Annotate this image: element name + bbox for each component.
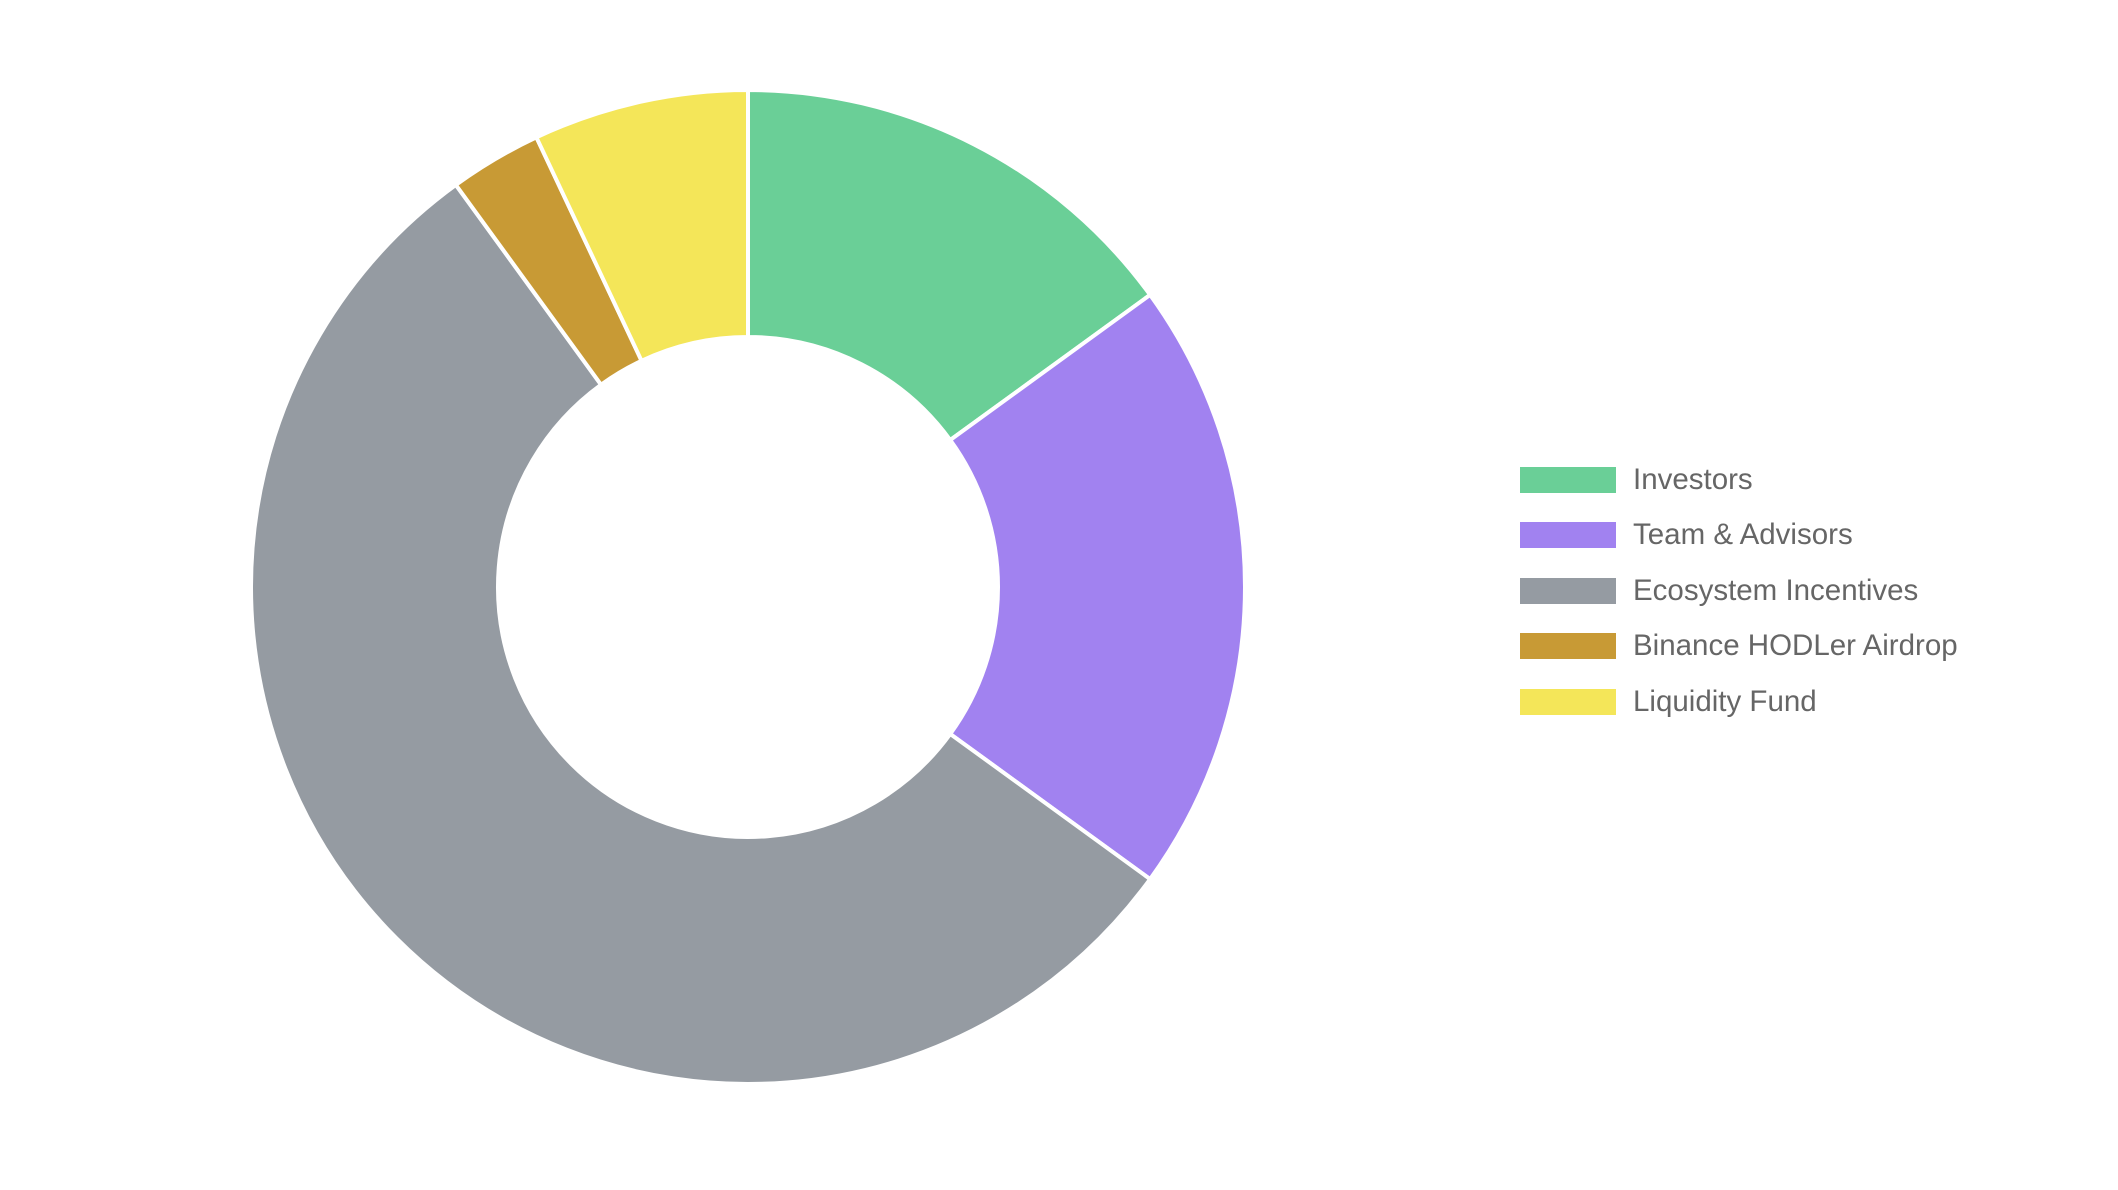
slice-liquidity-fund[interactable] [534,88,750,363]
legend-label: Team & Advisors [1633,518,1853,552]
legend-swatch [1520,466,1616,493]
slice-team-advisors[interactable] [948,292,1247,882]
legend-label: Ecosystem Incentives [1633,573,1919,607]
legend-item-ecosystem-incentives[interactable]: Ecosystem Incentives [1520,563,1958,619]
legend-label: Liquidity Fund [1633,684,1817,718]
slice-investors[interactable] [746,88,1153,443]
legend-swatch [1520,688,1616,715]
legend-swatch [1520,522,1616,549]
legend-item-investors[interactable]: Investors [1520,452,1958,508]
legend-label: Binance HODLer Airdrop [1633,629,1958,663]
legend-item-liquidity-fund[interactable]: Liquidity Fund [1520,674,1958,730]
legend-swatch [1520,577,1616,604]
slice-ecosystem-incentives[interactable] [249,182,1153,1086]
chart-legend: Investors Team & Advisors Ecosystem Incent… [1520,452,1958,730]
legend-swatch [1520,633,1616,660]
legend-label: Investors [1633,462,1753,496]
legend-item-binance-hodler-airdrop[interactable]: Binance HODLer Airdrop [1520,619,1958,675]
legend-item-team-advisors[interactable]: Team & Advisors [1520,508,1958,564]
